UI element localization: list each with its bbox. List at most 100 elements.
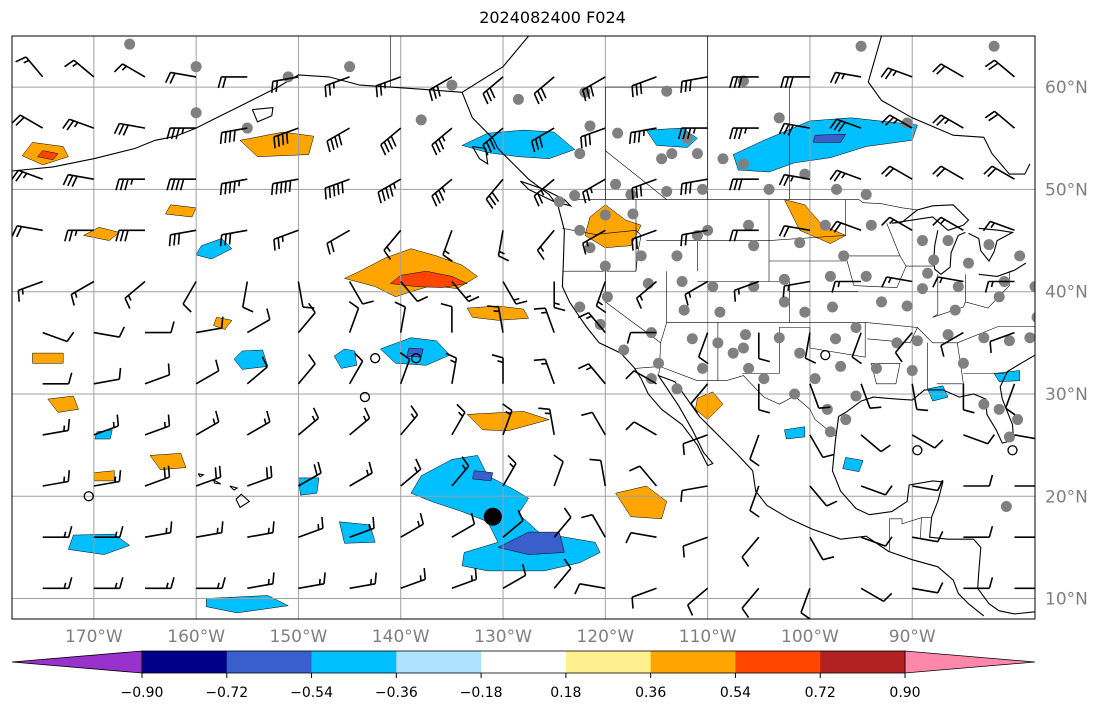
wind-barb bbox=[729, 76, 759, 89]
coastline bbox=[520, 180, 573, 207]
border-line bbox=[605, 150, 667, 200]
border-line bbox=[858, 199, 918, 211]
wind-barb bbox=[733, 280, 760, 302]
wind-barb bbox=[589, 458, 607, 487]
wind-barb bbox=[297, 354, 316, 385]
contour-region bbox=[812, 133, 847, 143]
station-dot bbox=[835, 360, 847, 372]
station-dot bbox=[855, 40, 867, 52]
station-dot bbox=[830, 333, 842, 345]
wind-barb bbox=[631, 76, 657, 98]
wind-barb bbox=[380, 127, 402, 156]
station-dot bbox=[758, 373, 770, 385]
wind-barb bbox=[631, 178, 657, 200]
colorbar-extend-max bbox=[904, 650, 1036, 674]
wind-barb bbox=[553, 454, 564, 487]
wind-barb bbox=[482, 76, 504, 105]
wind-barb bbox=[383, 229, 402, 261]
wind-barb bbox=[629, 127, 657, 144]
colorbar-tick-label: 0.54 bbox=[720, 685, 751, 701]
coastlines bbox=[12, 36, 1035, 617]
longitude-label: 150°W bbox=[270, 627, 328, 647]
wind-barb bbox=[400, 458, 422, 487]
wind-barb bbox=[729, 178, 759, 191]
border-line bbox=[742, 322, 866, 374]
station-dot bbox=[809, 373, 821, 385]
station-dot bbox=[799, 168, 811, 180]
station-dot bbox=[584, 242, 596, 254]
wind-barb bbox=[912, 582, 944, 594]
wind-barb bbox=[451, 568, 478, 590]
colorbar-segment bbox=[820, 651, 906, 673]
contour-region bbox=[67, 533, 131, 555]
station-dot bbox=[1024, 332, 1035, 344]
gridlines bbox=[12, 36, 1035, 619]
wind-barb bbox=[42, 577, 73, 590]
contour-region bbox=[339, 521, 376, 544]
wind-barb bbox=[741, 587, 760, 619]
wind-barb bbox=[394, 301, 407, 333]
wind-barb bbox=[93, 577, 124, 590]
wind-barb bbox=[42, 372, 73, 385]
wind-barb bbox=[431, 127, 453, 156]
wind-barb bbox=[377, 178, 402, 204]
station-dot bbox=[831, 183, 843, 195]
longitude-label: 120°W bbox=[576, 627, 634, 647]
wind-barb bbox=[375, 76, 401, 98]
wind-barb bbox=[113, 63, 146, 78]
wind-barb bbox=[631, 229, 657, 251]
station-dot bbox=[988, 40, 1000, 52]
colorbar-tick-label: −0.72 bbox=[205, 685, 248, 701]
station-dot bbox=[1029, 281, 1035, 293]
contour-region bbox=[695, 391, 724, 420]
wind-barb bbox=[145, 577, 175, 590]
wind-barb bbox=[533, 76, 555, 105]
wind-barb bbox=[932, 63, 964, 78]
station-dot bbox=[574, 224, 586, 236]
wind-barb bbox=[42, 470, 71, 487]
station-dot bbox=[850, 390, 862, 402]
wind-barb bbox=[115, 178, 145, 191]
wind-barb bbox=[246, 356, 268, 385]
wind-barb bbox=[93, 414, 120, 436]
wind-barb bbox=[809, 536, 835, 561]
wind-barb bbox=[451, 456, 470, 487]
station-dot bbox=[952, 281, 964, 293]
wind-barb bbox=[860, 485, 893, 496]
border-line bbox=[605, 271, 661, 367]
wind-barb bbox=[912, 479, 944, 492]
wind-barb bbox=[574, 583, 606, 595]
wind-barb bbox=[400, 568, 426, 590]
wind-barb bbox=[219, 127, 248, 144]
wind-barb bbox=[348, 300, 360, 333]
coastline bbox=[212, 479, 221, 485]
wind-barb bbox=[349, 461, 373, 487]
contour-region bbox=[784, 426, 806, 440]
wind-barb bbox=[324, 178, 350, 200]
station-dot bbox=[717, 153, 729, 165]
station-dot bbox=[739, 329, 751, 341]
colorbar-tick-label: 0.90 bbox=[889, 685, 920, 701]
wind-barb bbox=[195, 410, 220, 436]
station-dot bbox=[789, 388, 801, 400]
wind-barb bbox=[491, 354, 504, 384]
coastline bbox=[461, 92, 985, 617]
station-dot bbox=[819, 219, 831, 231]
wind-barb bbox=[70, 280, 95, 306]
calm-circle bbox=[820, 349, 831, 361]
contour-region bbox=[37, 150, 59, 161]
wind-barb bbox=[963, 525, 994, 538]
wind-barb bbox=[629, 465, 658, 487]
station-dot bbox=[190, 107, 202, 119]
contour-region bbox=[333, 348, 358, 369]
wind-barb bbox=[780, 76, 810, 89]
colorbar-segment bbox=[565, 651, 651, 673]
wind-barb bbox=[778, 122, 811, 136]
calm-circle bbox=[370, 353, 381, 364]
wind-barb bbox=[428, 76, 453, 102]
station-dot bbox=[697, 362, 709, 374]
station-dot bbox=[949, 304, 961, 316]
wind-barb bbox=[12, 169, 43, 182]
wind-barb bbox=[195, 465, 222, 487]
